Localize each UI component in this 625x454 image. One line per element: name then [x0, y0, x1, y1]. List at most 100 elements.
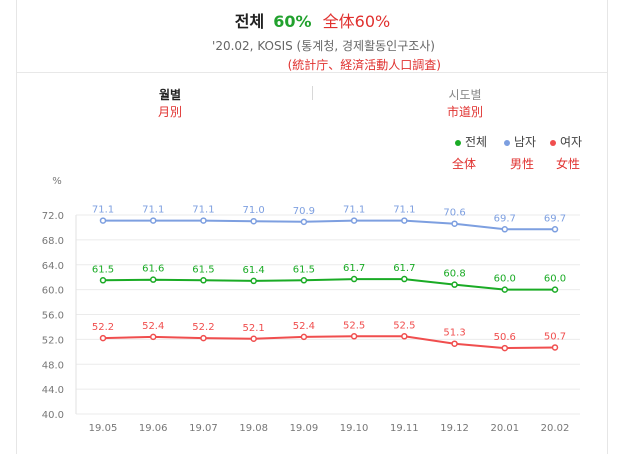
data-label: 61.7 [343, 263, 365, 274]
data-label: 52.5 [393, 320, 415, 331]
data-label: 52.4 [293, 321, 315, 332]
data-point [401, 217, 408, 224]
data-point [451, 281, 458, 288]
data-label: 71.1 [343, 205, 365, 216]
data-point [300, 277, 308, 284]
data-label: 50.6 [494, 332, 516, 343]
data-label: 71.1 [192, 205, 214, 216]
data-label: 61.6 [142, 264, 164, 275]
data-label: 52.5 [343, 320, 365, 331]
data-point [149, 276, 157, 283]
data-label: 71.1 [92, 205, 114, 216]
data-point [501, 286, 509, 293]
legend-item-female[interactable]: 여자 [550, 133, 582, 150]
y-tick-label: 72.0 [42, 211, 64, 222]
title-annotation: 全体60% [322, 12, 391, 31]
data-label: 69.7 [494, 213, 516, 224]
title-text: 전체 [234, 12, 265, 31]
x-tick-label: 19.08 [239, 423, 268, 434]
legend-dot-icon [455, 139, 461, 146]
data-label: 52.2 [92, 322, 114, 333]
x-tick-label: 19.05 [89, 423, 118, 434]
legend-label-female: 여자 [560, 135, 583, 149]
y-tick-label: 60.0 [42, 286, 64, 297]
tab-by-region-label: 시도별 [448, 88, 482, 102]
tab-by-region[interactable]: 시도별 市道別 [430, 86, 500, 120]
data-point [350, 275, 358, 283]
data-label: 60.0 [544, 274, 566, 285]
series-line [102, 278, 555, 291]
x-tick-label: 20.01 [490, 423, 519, 434]
data-label: 61.7 [393, 263, 415, 274]
data-point [350, 333, 358, 340]
legend-label-male: 남자 [514, 135, 537, 149]
data-label: 69.7 [544, 213, 566, 224]
legend-item-male[interactable]: 남자 [504, 133, 536, 150]
data-point [350, 217, 358, 224]
data-label: 71.1 [142, 205, 164, 216]
series-line [103, 219, 555, 231]
header-divider [17, 72, 607, 73]
data-point [551, 226, 559, 233]
y-tick-label: 40.0 [42, 410, 64, 421]
y-tick-label: 68.0 [42, 236, 64, 247]
data-label: 52.4 [142, 321, 164, 332]
data-point [99, 277, 107, 284]
data-label: 51.3 [443, 328, 465, 339]
data-label: 61.5 [192, 264, 214, 275]
y-tick-label: 56.0 [42, 311, 64, 322]
x-tick-label: 20.02 [541, 423, 570, 434]
data-point [551, 344, 559, 351]
data-point [250, 277, 257, 285]
data-label: 70.6 [443, 208, 465, 219]
data-point [401, 275, 408, 283]
data-point [200, 277, 207, 284]
chart-panel [16, 0, 608, 454]
data-point [200, 217, 207, 224]
legend-label-total: 전체 [465, 135, 488, 149]
y-tick-label: 48.0 [42, 360, 64, 371]
data-source: '20.02, KOSIS (통계청, 경제활동인구조사) [212, 39, 435, 53]
x-tick-label: 19.07 [189, 423, 218, 434]
data-point [149, 217, 157, 224]
x-tick-label: 19.10 [340, 423, 369, 434]
data-point [501, 344, 509, 352]
data-label: 61.4 [243, 265, 265, 276]
y-unit-label: % [52, 176, 62, 187]
x-tick-label: 19.12 [440, 423, 469, 434]
data-label: 61.5 [293, 264, 315, 275]
data-point [149, 333, 157, 341]
tab-monthly[interactable]: 월별 月別 [140, 86, 200, 120]
x-tick-label: 19.11 [390, 423, 419, 434]
x-tick-label: 19.09 [290, 423, 319, 434]
data-point [99, 334, 107, 342]
x-tick-label: 19.06 [139, 423, 168, 434]
legend-annotation-female: 女性 [556, 157, 581, 171]
data-point [250, 217, 257, 225]
data-label: 70.9 [293, 206, 315, 217]
data-point [501, 226, 509, 233]
data-source-annotation: (統計庁、経済活動人口調査) [287, 58, 441, 72]
title-value: 60% [273, 12, 312, 31]
tab-by-region-annotation: 市道別 [446, 105, 483, 119]
data-label: 71.0 [243, 205, 265, 216]
tab-separator [312, 86, 313, 100]
data-point [551, 286, 559, 293]
legend-item-total[interactable]: 전체 [455, 133, 487, 150]
chart-title: 전체 60% 全体60% [0, 8, 625, 32]
legend-dot-icon [550, 139, 556, 146]
data-label: 60.0 [494, 274, 516, 285]
legend-annotation-male: 男性 [510, 157, 535, 171]
data-label: 52.1 [243, 323, 265, 334]
legend-dot-icon [504, 139, 510, 146]
data-label: 50.7 [544, 331, 566, 342]
y-tick-label: 64.0 [42, 261, 64, 272]
data-point [300, 333, 308, 341]
data-point [99, 217, 107, 224]
data-point [250, 335, 257, 343]
tab-monthly-annotation: 月別 [157, 105, 182, 119]
data-point [300, 218, 308, 226]
data-point [200, 334, 207, 342]
tab-monthly-label: 월별 [158, 88, 182, 102]
